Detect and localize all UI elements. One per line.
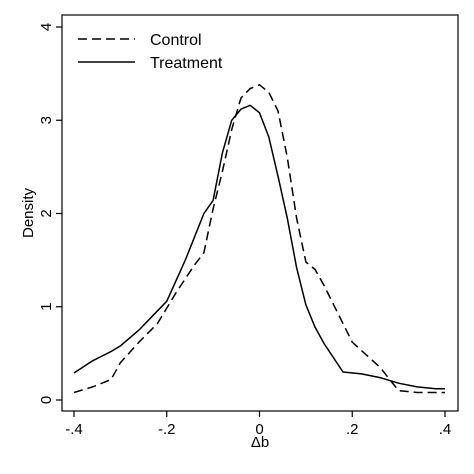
series-line-treatment bbox=[73, 104, 445, 390]
y-tick-label: 1 bbox=[38, 303, 55, 311]
plot-frame bbox=[61, 14, 459, 412]
y-tick-label: 2 bbox=[38, 209, 55, 217]
x-tick-label: .2 bbox=[346, 421, 359, 438]
x-tick-label: -.2 bbox=[158, 421, 176, 438]
y-tick-label: 3 bbox=[38, 116, 55, 124]
legend-label-control: Control bbox=[150, 32, 202, 49]
y-tick-label: 0 bbox=[38, 396, 55, 404]
x-tick-label: 0 bbox=[255, 421, 263, 438]
y-axis-title: Density bbox=[20, 187, 37, 238]
series-line-control bbox=[73, 84, 445, 394]
legend-label-treatment: Treatment bbox=[150, 55, 223, 72]
series-layer bbox=[73, 84, 445, 394]
x-tick-label: -.4 bbox=[65, 421, 83, 438]
x-axis-title: Δb bbox=[251, 434, 269, 451]
legend: Control Treatment bbox=[78, 32, 223, 72]
x-axis: -.4 -.2 0 .2 .4 bbox=[65, 411, 451, 438]
y-axis: 0 1 2 3 4 bbox=[38, 23, 62, 404]
x-tick-label: .4 bbox=[439, 421, 452, 438]
y-tick-label: 4 bbox=[38, 23, 55, 31]
